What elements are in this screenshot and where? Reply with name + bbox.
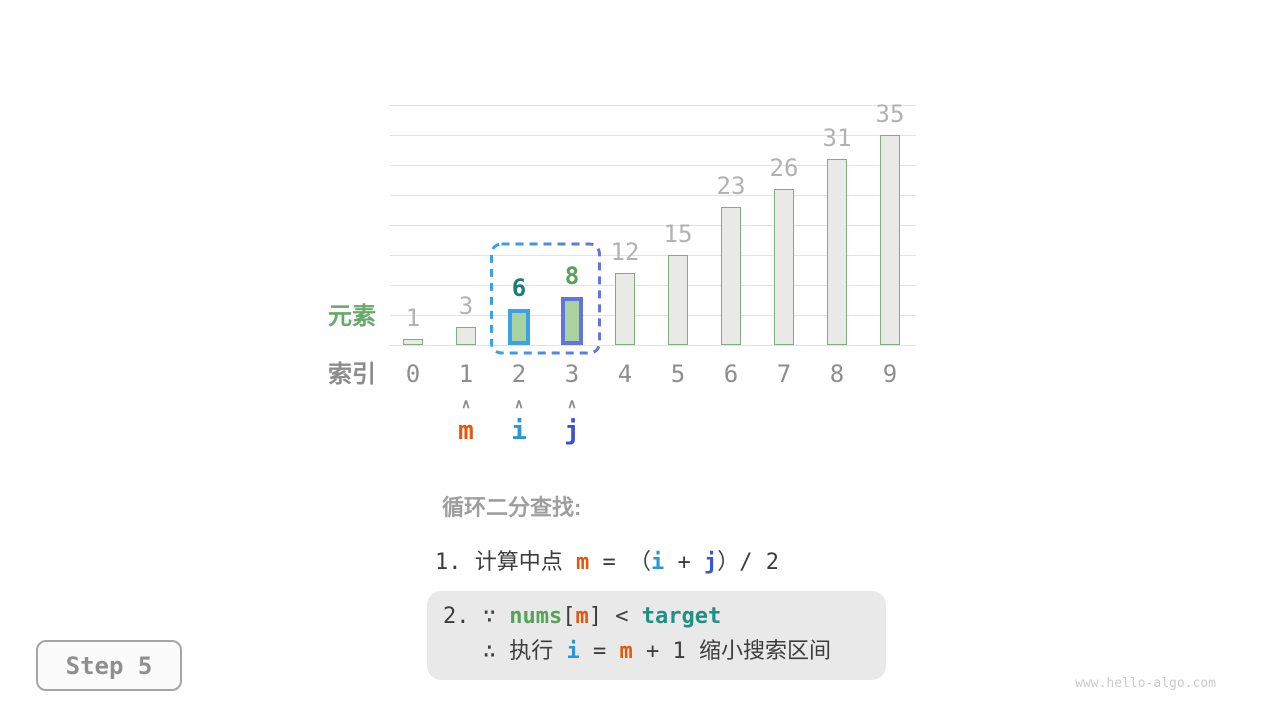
text-segment-text: ∴ 执行 xyxy=(443,639,567,664)
pointer-label-i: i xyxy=(511,416,527,446)
gridline-15 xyxy=(390,255,916,256)
bar-index-5 xyxy=(668,255,688,345)
pointer-label-m: m xyxy=(458,416,474,446)
text-segment-target: target xyxy=(641,604,722,629)
bar-value-label-0: 1 xyxy=(405,304,421,332)
index-label-1: 1 xyxy=(458,360,474,388)
watermark-url: www.hello-algo.com xyxy=(1075,676,1216,691)
index-label-5: 5 xyxy=(670,360,686,388)
bar-index-3 xyxy=(561,297,583,345)
current-step-highlight-box: 2. ∵ nums[m] < target ∴ 执行 i = m + 1 缩小搜… xyxy=(427,591,886,680)
text-segment-text: < xyxy=(601,604,642,629)
bar-value-label-9: 35 xyxy=(875,100,905,128)
index-label-4: 4 xyxy=(617,360,633,388)
bar-value-label-8: 31 xyxy=(822,124,852,152)
bar-index-1 xyxy=(456,327,476,345)
text-segment-j: j xyxy=(704,550,718,575)
index-label-7: 7 xyxy=(776,360,792,388)
bar-index-0 xyxy=(403,339,423,345)
x-axis-label: 索引 xyxy=(328,361,376,388)
gridline-5 xyxy=(390,315,916,316)
text-segment-text: 1. 计算中点 xyxy=(435,550,576,575)
text-segment-m: m xyxy=(575,550,590,575)
bar-index-2 xyxy=(508,309,530,345)
text-segment-text: + xyxy=(664,550,704,575)
text-segment-m: m xyxy=(619,639,633,664)
gridline-30 xyxy=(390,165,916,166)
index-label-8: 8 xyxy=(829,360,845,388)
pointer-caret-i: ∧ xyxy=(514,396,524,411)
loop-title: 循环二分查找: xyxy=(442,495,582,520)
gridline-40 xyxy=(390,105,916,106)
gridline-35 xyxy=(390,135,916,136)
text-segment-text: + 1 缩小搜索区间 xyxy=(632,639,831,664)
bar-value-label-6: 23 xyxy=(716,172,746,200)
text-segment-text: ）/ 2 xyxy=(717,550,779,575)
index-label-6: 6 xyxy=(723,360,739,388)
bar-value-label-7: 26 xyxy=(769,154,799,182)
bar-index-8 xyxy=(827,159,847,345)
bar-index-7 xyxy=(774,189,794,345)
index-label-9: 9 xyxy=(882,360,898,388)
bar-index-6 xyxy=(721,207,741,345)
text-segment-nums: nums xyxy=(509,604,563,629)
text-segment-text: ] xyxy=(588,604,602,629)
index-label-2: 2 xyxy=(511,360,527,388)
pointer-label-j: j xyxy=(564,416,580,446)
index-label-3: 3 xyxy=(564,360,580,388)
text-segment-text: = xyxy=(579,639,620,664)
action-line: ∴ 执行 i = m + 1 缩小搜索区间 xyxy=(443,637,831,667)
bar-index-9 xyxy=(880,135,900,345)
bar-value-label-3: 8 xyxy=(564,262,580,290)
step-badge-label: Step 5 xyxy=(65,651,153,680)
index-label-0: 0 xyxy=(405,360,421,388)
text-segment-i: i xyxy=(566,639,580,664)
pointer-caret-m: ∧ xyxy=(461,396,471,411)
step-badge: Step 5 xyxy=(36,640,182,691)
gridline-25 xyxy=(390,195,916,196)
gridline-0 xyxy=(390,345,916,346)
text-segment-text: = xyxy=(589,550,629,575)
text-segment-i: i xyxy=(651,550,665,575)
pointer-caret-j: ∧ xyxy=(567,396,577,411)
y-axis-label: 元素 xyxy=(328,303,376,330)
bar-value-label-5: 15 xyxy=(663,220,693,248)
text-segment-text: （ xyxy=(628,550,651,575)
bar-value-label-4: 12 xyxy=(610,238,640,266)
bar-value-label-2: 6 xyxy=(511,274,527,302)
text-segment-m: m xyxy=(575,604,589,629)
condition-line: 2. ∵ nums[m] < target xyxy=(443,602,721,632)
bar-index-4 xyxy=(615,273,635,345)
text-segment-text: 2. ∵ xyxy=(443,604,510,629)
step-1-formula-line: 1. 计算中点 m = （i + j）/ 2 xyxy=(435,548,779,578)
gridline-20 xyxy=(390,225,916,226)
bar-value-label-1: 3 xyxy=(458,292,474,320)
gridline-10 xyxy=(390,285,916,286)
text-segment-text: [ xyxy=(562,604,576,629)
